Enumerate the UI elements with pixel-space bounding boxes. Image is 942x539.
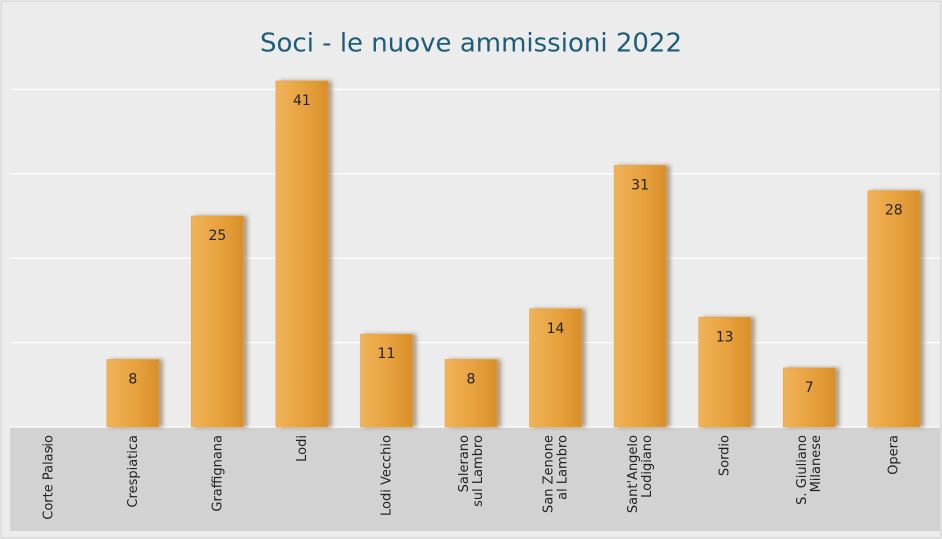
bar: [106, 359, 160, 428]
x-tick-label-line: San Zenone: [541, 435, 556, 513]
value-label: 41: [293, 93, 311, 109]
x-tick-label: Sant'AngeloLodigiano: [626, 435, 655, 513]
x-tick-label-line: Sant'Angelo: [626, 435, 641, 513]
bar: [867, 190, 920, 428]
value-label: 7: [805, 380, 814, 396]
value-label: 28: [885, 203, 903, 219]
bar: [360, 333, 413, 428]
x-tick-label-line: Crespiatica: [125, 435, 140, 508]
x-tick-label: Lodi: [294, 435, 309, 462]
x-tick-label-line: Salerano: [457, 435, 472, 492]
value-label: -: [46, 439, 51, 455]
x-tick-label-line: Graffignana: [210, 435, 225, 512]
x-tick-label-line: Lodigiano: [640, 435, 655, 498]
x-tick-label-line: sul Lambro: [471, 435, 486, 507]
x-tick-label-line: Lodi Vecchio: [379, 435, 394, 516]
value-label: 31: [631, 177, 649, 193]
x-tick-label: Crespiatica: [125, 435, 140, 508]
label-strip: [10, 427, 940, 531]
x-tick-label-line: Corte Palasio: [41, 435, 56, 520]
x-tick-label: Graffignana: [210, 435, 225, 512]
value-label: 8: [128, 371, 137, 387]
bar: [529, 308, 582, 428]
x-tick-label: Corte Palasio: [41, 435, 56, 520]
bar: [444, 359, 498, 428]
x-tick-label: Opera: [886, 435, 901, 475]
x-tick-label: San Zenoneal Lambro: [541, 435, 570, 513]
value-label: 8: [467, 371, 476, 387]
x-tick-label: Saleranosul Lambro: [457, 435, 486, 507]
value-label: 11: [378, 346, 396, 362]
x-tick-label: Lodi Vecchio: [379, 435, 394, 516]
bar: [613, 165, 667, 428]
bar: [275, 80, 329, 428]
x-tick-label-line: Sordio: [717, 435, 732, 476]
x-tick-label-line: Lodi: [294, 435, 309, 462]
value-label: 25: [208, 228, 226, 244]
x-tick-label: S. GiulianoMilanese: [795, 435, 824, 505]
x-tick-label-line: Opera: [886, 435, 901, 475]
x-tick-label-line: S. Giuliano: [795, 435, 810, 505]
bar: [698, 317, 751, 428]
x-tick-label-line: al Lambro: [555, 435, 570, 500]
value-label: 13: [716, 329, 734, 345]
value-label: 14: [547, 321, 565, 337]
bar: [782, 367, 836, 428]
bar: [191, 215, 244, 428]
x-tick-label: Sordio: [717, 435, 732, 476]
x-tick-label-line: Milanese: [809, 435, 824, 492]
chart-title: Soci - le nuove ammissioni 2022: [260, 29, 682, 59]
